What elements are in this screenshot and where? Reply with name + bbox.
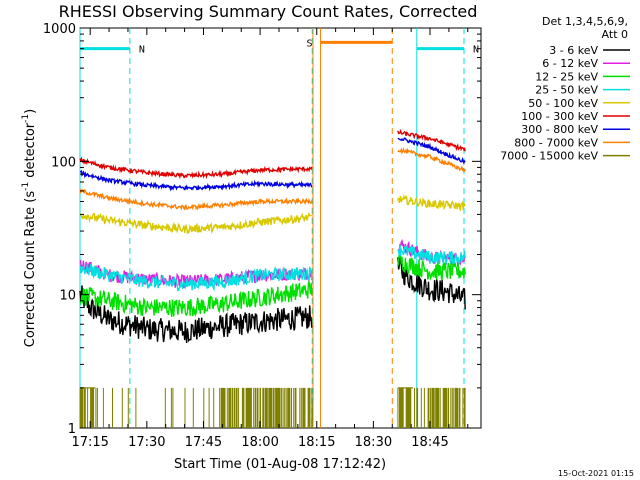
- x-tick-label: 17:15: [71, 435, 108, 450]
- legend-label: 25 - 50 keV: [535, 84, 598, 97]
- series-6-12keV-seg1: [79, 259, 313, 289]
- flag-label: S: [307, 38, 313, 49]
- x-tick-label: 18:15: [298, 435, 335, 450]
- x-tick-label: 18:45: [411, 435, 448, 450]
- y-tick-label: 10: [59, 289, 76, 304]
- series-12-25keV-seg1: [79, 279, 313, 318]
- gated-edge: [311, 387, 314, 429]
- series-25-50keV-seg2: [397, 244, 466, 266]
- plot-area: N NS: [79, 27, 482, 429]
- series-lines: [79, 128, 466, 343]
- series-100-300keV-seg2: [397, 128, 466, 152]
- series-100-300keV-seg1: [79, 156, 313, 180]
- y-tick-label: 1000: [43, 22, 76, 37]
- x-axis-label: Start Time (01-Aug-08 17:12:42): [174, 457, 386, 472]
- series-300-800keV-seg1: [79, 169, 313, 192]
- series-7000-15000-keV-gates: [79, 387, 466, 429]
- legend-label: 300 - 800 keV: [521, 123, 598, 136]
- legend-label: 7000 - 15000 keV: [500, 150, 598, 163]
- legend-label: 800 - 7000 keV: [514, 136, 598, 149]
- series-25-50keV-seg1: [79, 263, 313, 292]
- legend-label: 50 - 100 keV: [528, 97, 598, 110]
- attenuator-flags: N NS: [80, 38, 479, 56]
- legend-label: 100 - 300 keV: [521, 110, 598, 123]
- legend-label: 12 - 25 keV: [535, 70, 598, 83]
- x-tick-label: 18:30: [355, 435, 392, 450]
- chart-title: RHESSI Observing Summary Count Rates, Co…: [59, 2, 478, 21]
- flag-label: N: [473, 45, 479, 56]
- footer-timestamp: 15-Oct-2021 01:15: [558, 469, 634, 478]
- series-800-7000keV-seg1: [79, 188, 313, 211]
- y-axis: 1 10 100 1000: [43, 22, 481, 437]
- x-tick-label: 18:00: [241, 435, 278, 450]
- y-tick-label: 1: [68, 422, 76, 437]
- series-50-100keV-seg2: [397, 193, 466, 212]
- series-50-100keV-seg1: [79, 211, 313, 235]
- legend-header-attenuator: Att 0: [602, 28, 628, 41]
- series-300-800keV-seg2: [397, 137, 466, 165]
- gated-series-seg1: [79, 387, 312, 428]
- legend-header-detectors: Det 1,3,4,5,6,9,: [542, 15, 628, 28]
- flag-label: N: [139, 45, 145, 56]
- series-3-6keV-seg1: [79, 285, 313, 343]
- y-axis-label: Corrected Count Rate (s-1 detector-1): [21, 109, 38, 347]
- y-tick-label: 100: [51, 155, 76, 170]
- x-tick-label: 17:30: [128, 435, 165, 450]
- vertical-markers: [79, 28, 465, 428]
- series-800-7000keV-seg2: [397, 147, 466, 173]
- series-3-6keV-seg2: [397, 257, 466, 310]
- series-12-25keV-seg2: [397, 253, 466, 281]
- legend-label: 3 - 6 keV: [549, 44, 598, 57]
- x-axis: 17:15 17:30 17:45 18:00 18:15 18:30 18:45: [71, 28, 469, 450]
- x-tick-label: 17:45: [185, 435, 222, 450]
- legend-label: 6 - 12 keV: [542, 57, 598, 70]
- gated-series-seg2: [397, 387, 466, 428]
